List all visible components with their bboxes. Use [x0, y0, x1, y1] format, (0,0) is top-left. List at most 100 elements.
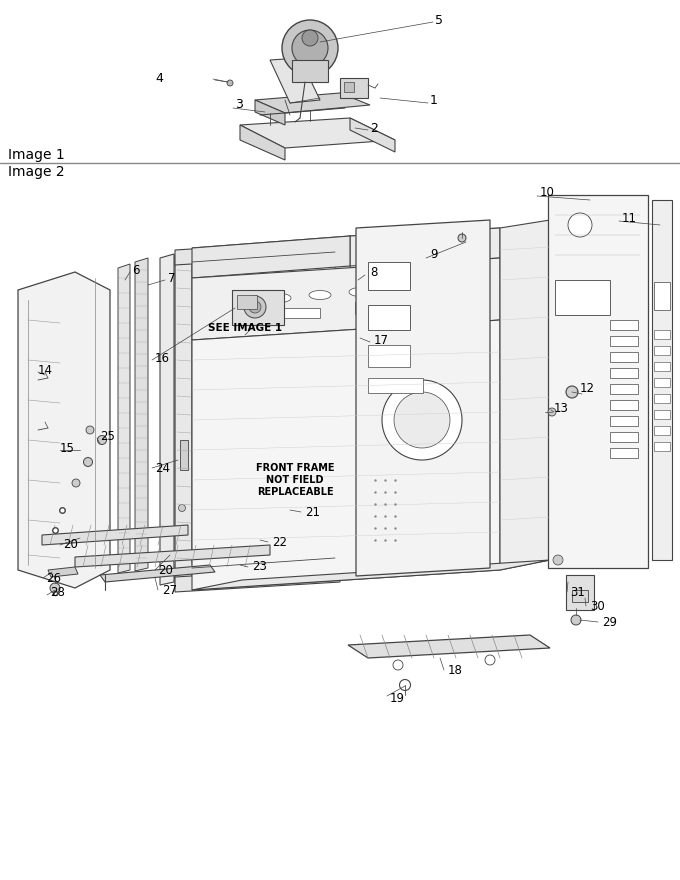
Polygon shape [100, 565, 215, 582]
Bar [654, 410, 670, 419]
Bar [572, 590, 588, 602]
Bar [610, 352, 638, 362]
Ellipse shape [404, 283, 426, 292]
Polygon shape [548, 195, 648, 568]
Bar [232, 290, 284, 325]
Bar [566, 575, 594, 610]
Circle shape [393, 660, 403, 670]
Polygon shape [350, 228, 500, 266]
Bar [610, 416, 638, 426]
Text: 31: 31 [570, 585, 585, 598]
Text: 29: 29 [602, 615, 617, 628]
Text: 19: 19 [390, 692, 405, 705]
Bar [292, 60, 328, 82]
Polygon shape [192, 560, 550, 590]
Text: 28: 28 [50, 586, 65, 599]
Circle shape [394, 392, 450, 448]
Polygon shape [255, 93, 370, 113]
Ellipse shape [309, 290, 331, 299]
Bar [654, 442, 670, 451]
Polygon shape [175, 240, 340, 265]
Text: 5: 5 [435, 13, 443, 26]
Bar [180, 440, 188, 470]
Bar [368, 345, 410, 367]
Text: 11: 11 [622, 211, 637, 224]
Polygon shape [192, 236, 350, 278]
Polygon shape [348, 635, 550, 658]
Circle shape [50, 583, 60, 593]
Polygon shape [652, 200, 672, 560]
Text: FRONT FRAME
NOT FIELD
REPLACEABLE: FRONT FRAME NOT FIELD REPLACEABLE [256, 464, 335, 496]
Circle shape [548, 408, 556, 416]
Bar [654, 378, 670, 387]
Bar [654, 426, 670, 435]
Polygon shape [48, 567, 78, 577]
Bar [610, 368, 638, 378]
Text: 24: 24 [155, 461, 170, 474]
Bar [280, 308, 320, 318]
Bar [610, 400, 638, 410]
Polygon shape [118, 264, 130, 573]
Circle shape [178, 504, 186, 511]
Bar [610, 320, 638, 330]
Circle shape [566, 386, 578, 398]
Polygon shape [500, 220, 550, 570]
Circle shape [382, 380, 462, 460]
Bar [344, 82, 354, 92]
Circle shape [571, 615, 581, 625]
Text: 10: 10 [540, 187, 555, 200]
Bar [654, 282, 670, 310]
Text: 9: 9 [430, 248, 437, 261]
Polygon shape [192, 258, 500, 340]
Bar [610, 432, 638, 442]
Bar [610, 384, 638, 394]
Polygon shape [18, 272, 110, 588]
Circle shape [249, 301, 261, 313]
Bar [654, 330, 670, 339]
Polygon shape [240, 125, 285, 160]
Polygon shape [175, 567, 340, 592]
Polygon shape [255, 100, 285, 125]
Circle shape [553, 555, 563, 565]
Text: 4: 4 [155, 71, 163, 84]
Polygon shape [270, 58, 320, 103]
Text: Image 1: Image 1 [8, 148, 65, 162]
Circle shape [568, 213, 592, 237]
Circle shape [72, 479, 80, 487]
Bar [654, 362, 670, 371]
Polygon shape [42, 525, 188, 545]
Circle shape [292, 30, 328, 66]
Polygon shape [335, 236, 350, 570]
Bar [654, 394, 670, 403]
Text: 26: 26 [46, 571, 61, 584]
Text: 21: 21 [305, 505, 320, 518]
Text: 14: 14 [38, 363, 53, 377]
Circle shape [227, 80, 233, 86]
Polygon shape [192, 320, 500, 590]
Bar [368, 305, 410, 330]
Circle shape [302, 30, 318, 46]
Bar [610, 336, 638, 346]
Polygon shape [356, 220, 490, 576]
Text: 20: 20 [63, 539, 78, 552]
Bar [368, 378, 423, 393]
Bar [368, 262, 410, 290]
Text: 30: 30 [590, 599, 605, 612]
Text: 16: 16 [155, 351, 170, 364]
Text: 17: 17 [374, 334, 389, 347]
Bar [610, 448, 638, 458]
Text: 22: 22 [272, 536, 287, 548]
Text: 20: 20 [158, 563, 173, 576]
Text: 2: 2 [370, 121, 378, 135]
Text: 6: 6 [132, 263, 139, 276]
Text: 23: 23 [252, 561, 267, 574]
Text: 1: 1 [430, 93, 438, 106]
Circle shape [97, 436, 107, 444]
Text: 25: 25 [100, 429, 115, 443]
Polygon shape [192, 228, 500, 248]
Polygon shape [135, 258, 148, 571]
Bar [555, 280, 610, 315]
Text: 15: 15 [60, 442, 75, 454]
Circle shape [485, 655, 495, 665]
Text: 8: 8 [370, 266, 377, 278]
